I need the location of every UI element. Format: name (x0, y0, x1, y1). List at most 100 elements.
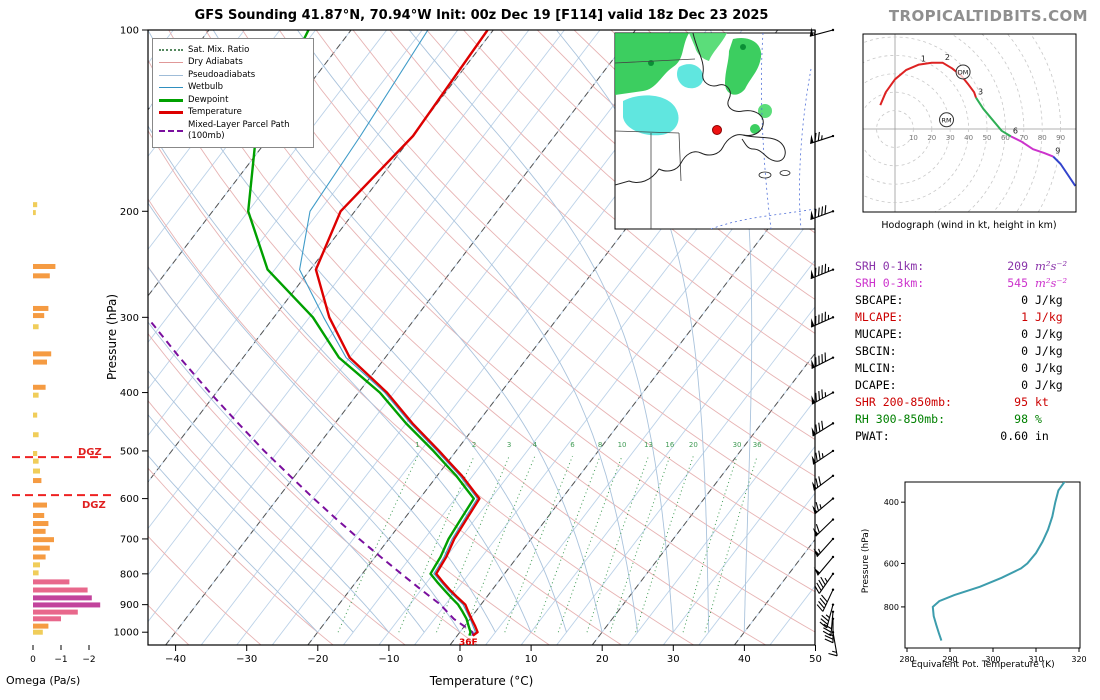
wind-barb (812, 497, 835, 515)
wind-barb (811, 474, 835, 491)
legend-swatch (159, 62, 183, 64)
wind-barb (810, 131, 835, 144)
stat-unit: kt (1035, 394, 1049, 409)
sounding-location-marker (712, 125, 722, 135)
stat-label: SBCAPE: (855, 292, 904, 307)
wind-barb (824, 617, 835, 644)
stat-label: DCAPE: (855, 377, 897, 392)
omega-bar (33, 324, 39, 330)
stat-unit: in (1035, 428, 1049, 443)
svg-text:600: 600 (884, 559, 899, 568)
omega-bar (33, 392, 39, 398)
legend-item-4: Dewpoint (159, 95, 307, 106)
dry-adiabat-lines (148, 30, 815, 645)
omega-bar (33, 432, 39, 438)
dgz-label-upper: DGZ (78, 447, 102, 458)
temperature-axis-label: Temperature (°C) (429, 674, 534, 688)
stat-unit: J/kg (1035, 309, 1063, 324)
omega-axis-label: Omega (Pa/s) (6, 674, 81, 687)
wind-barb-column (809, 27, 838, 657)
stat-label: MLCAPE: (855, 309, 904, 324)
theta-e-curve (931, 482, 1066, 641)
hodograph-caption: Hodograph (wind in kt, height in km) (881, 220, 1057, 231)
stat-row-srh-0-3km: SRH 0-3km: 545 m²s⁻² (855, 274, 1091, 291)
stat-value: 95 (1014, 394, 1028, 409)
omega-bar (33, 629, 43, 635)
svg-text:10: 10 (909, 134, 918, 142)
svg-text:50: 50 (983, 134, 992, 142)
omega-bar (33, 273, 50, 279)
stat-row-sbcape: SBCAPE: 0 J/kg (855, 291, 1091, 308)
omega-bar (33, 570, 39, 576)
wind-barb (819, 603, 835, 629)
legend-item-5: Temperature (159, 107, 307, 118)
stat-unit: J/kg (1035, 326, 1063, 341)
page-title: GFS Sounding 41.87°N, 70.94°W Init: 00z … (194, 8, 769, 23)
omega-bar (33, 384, 46, 390)
wind-barb (809, 27, 835, 37)
omega-bar (33, 537, 54, 543)
surface-temp-label: 36F (459, 638, 478, 648)
svg-text:20: 20 (596, 654, 609, 665)
svg-text:4: 4 (533, 441, 538, 449)
svg-text:13: 13 (644, 441, 653, 449)
svg-text:600: 600 (120, 494, 139, 505)
svg-text:0: 0 (30, 655, 36, 665)
svg-text:500: 500 (120, 446, 139, 457)
legend-label: Mixed-Layer Parcel Path (100mb) (188, 119, 290, 141)
wind-barb (811, 352, 835, 370)
omega-bar (33, 351, 52, 357)
legend-item-6: Mixed-Layer Parcel Path (100mb) (159, 120, 307, 142)
svg-text:−40: −40 (165, 654, 186, 665)
omega-bar (33, 587, 88, 593)
stat-row-rh-300-850mb: RH 300-850mb: 98% (855, 410, 1091, 427)
omega-bar (33, 512, 45, 518)
legend-item-2: Pseudoadiabats (159, 70, 307, 81)
wind-barb (816, 588, 835, 612)
legend-label: Pseudoadiabats (188, 69, 256, 80)
stat-value: 1 (1021, 309, 1028, 324)
wind-barb (811, 389, 835, 405)
stat-row-mucape: MUCAPE: 0 J/kg (855, 325, 1091, 342)
svg-text:0: 0 (457, 654, 463, 665)
omega-bar (33, 202, 38, 208)
legend-label: Dewpoint (188, 94, 229, 105)
skewt-frame (147, 29, 816, 646)
svg-text:10: 10 (525, 654, 538, 665)
hodograph-segment-0-3km (879, 61, 977, 106)
stat-row-dcape: DCAPE: 0 J/kg (855, 376, 1091, 393)
stat-label: SRH 0-3km: (855, 275, 925, 290)
stats-panel: SRH 0-1km: 209 m²s⁻² SRH 0-3km: 545 m²s⁻² SBCA… (855, 257, 1091, 444)
skewt-legend: Sat. Mix. Ratio Dry Adiabats Pseudoadiabat… (152, 38, 314, 149)
wind-barb (811, 449, 835, 465)
svg-text:300: 300 (985, 655, 1000, 664)
svg-text:2: 2 (472, 441, 476, 449)
omega-bar (33, 305, 49, 311)
omega-panel: 0 −1 −2 (12, 202, 112, 665)
svg-text:20: 20 (927, 134, 936, 142)
svg-text:100: 100 (120, 26, 139, 37)
theta-e-pressure-label: Pressure (hPa) (861, 528, 871, 594)
legend-label: Sat. Mix. Ratio (188, 44, 250, 55)
svg-text:300: 300 (120, 313, 139, 324)
svg-text:RM: RM (941, 116, 951, 124)
stat-unit: % (1035, 411, 1042, 426)
stat-label: RH 300-850mb: (855, 411, 946, 426)
wind-barb (813, 555, 835, 576)
legend-swatch (159, 49, 183, 52)
svg-text:800: 800 (884, 603, 899, 612)
wind-barb (810, 311, 835, 328)
svg-text:1000: 1000 (114, 628, 139, 639)
dgz-label-lower: DGZ (82, 500, 106, 511)
svg-text:6: 6 (570, 441, 575, 449)
omega-bar (33, 468, 40, 474)
omega-bar (33, 562, 40, 568)
stat-row-sbcin: SBCIN: 0 J/kg (855, 342, 1091, 359)
stat-label: PWAT: (855, 428, 890, 443)
stat-value: 0 (1021, 377, 1028, 392)
legend-item-0: Sat. Mix. Ratio (159, 45, 307, 56)
omega-bar (33, 554, 46, 560)
omega-bar (33, 609, 78, 615)
omega-bar (33, 595, 92, 601)
